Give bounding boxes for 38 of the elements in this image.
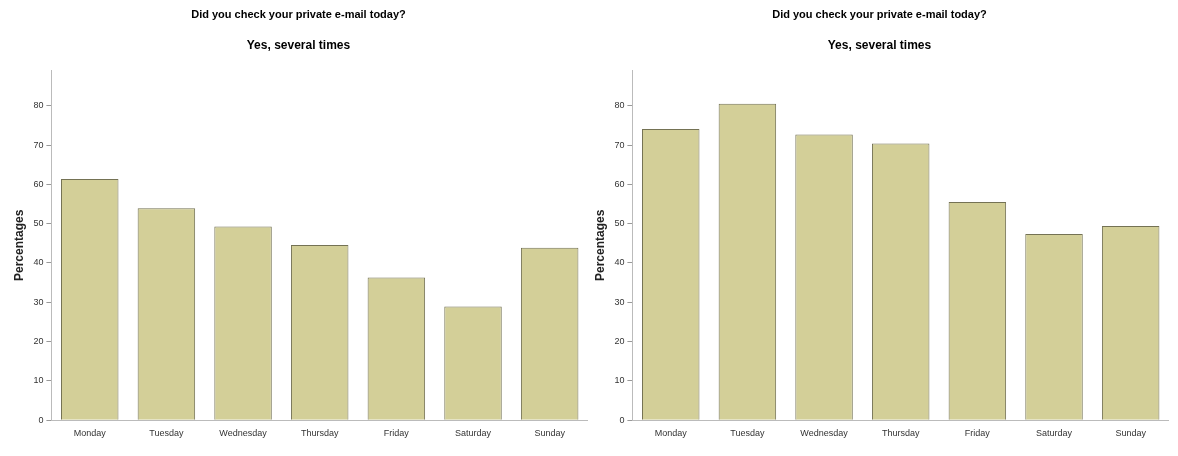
- y-tick-label: 0: [38, 414, 44, 425]
- chart-title: Did you check your private e-mail today?: [190, 8, 407, 22]
- y-tick-label: 80: [33, 100, 44, 111]
- x-tick-label: Thursday: [300, 428, 339, 439]
- y-tick-label: 0: [619, 414, 625, 425]
- chart-subtitle: Yes, several times: [826, 37, 933, 54]
- y-tick-label: 60: [614, 178, 625, 189]
- y-tick-label: 50: [614, 218, 625, 229]
- y-tick-label: 30: [33, 296, 44, 307]
- x-tick-label: Tuesday: [149, 428, 184, 439]
- x-tick-label: Saturday: [455, 428, 492, 439]
- x-tick-label: Sunday: [1115, 428, 1147, 439]
- y-tick-label: 60: [33, 178, 44, 189]
- x-tick-label: Monday: [73, 428, 107, 439]
- y-axis-title: Percentages: [592, 209, 607, 281]
- x-tick-label: Saturday: [1036, 428, 1073, 439]
- x-tick-label: Sunday: [534, 428, 566, 439]
- y-tick-label: 70: [614, 139, 625, 150]
- x-tick-label: Wednesday: [219, 428, 268, 439]
- y-tick-label: 30: [614, 296, 625, 307]
- chart-subtitle: Yes, several times: [245, 37, 352, 54]
- y-tick-label: 10: [614, 375, 625, 386]
- y-tick-label: 40: [614, 257, 625, 268]
- x-tick-label: Monday: [654, 428, 688, 439]
- y-tick-label: 20: [614, 336, 625, 347]
- y-tick-label: 40: [33, 257, 44, 268]
- y-tick-label: 10: [33, 375, 44, 386]
- x-tick-label: Wednesday: [800, 428, 849, 439]
- y-tick-label: 50: [33, 218, 44, 229]
- x-tick-label: Tuesday: [730, 428, 765, 439]
- y-tick-label: 80: [614, 100, 625, 111]
- y-tick-label: 20: [33, 336, 44, 347]
- x-tick-label: Friday: [383, 428, 410, 439]
- y-axis-title: Percentages: [11, 209, 26, 281]
- x-tick-label: Friday: [964, 428, 991, 439]
- y-tick-label: 70: [33, 139, 44, 150]
- x-tick-label: Thursday: [881, 428, 920, 439]
- chart-title: Did you check your private e-mail today?: [771, 8, 988, 22]
